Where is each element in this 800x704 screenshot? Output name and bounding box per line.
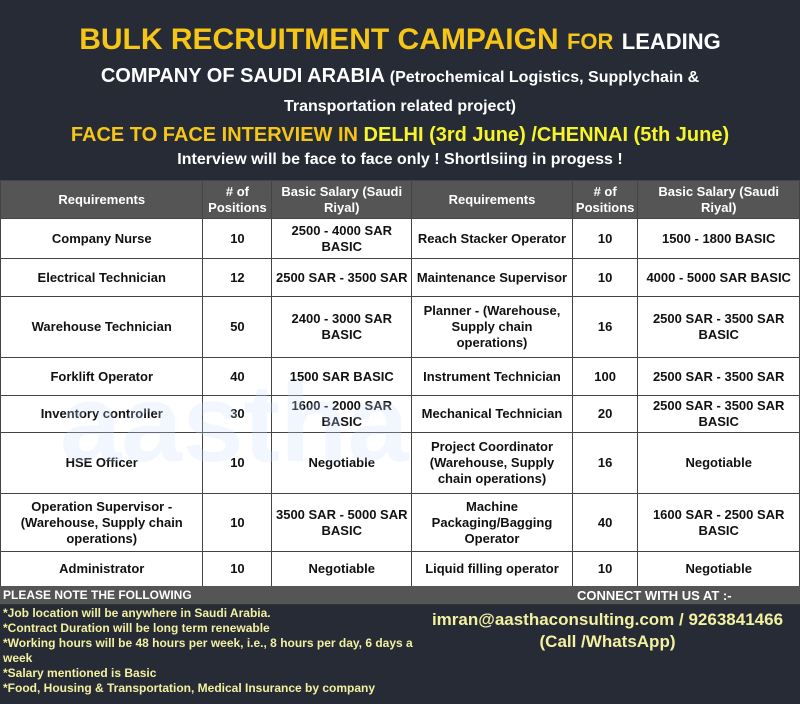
table-cell: 12 <box>202 258 273 297</box>
column-header: Basic Salary (Saudi Riyal) <box>637 180 800 219</box>
table-cell: 1500 SAR BASIC <box>271 357 413 396</box>
table-cell: 1600 SAR - 2500 SAR BASIC <box>637 493 800 552</box>
table-cell: 2500 SAR - 3500 SAR BASIC <box>637 395 800 433</box>
note-item: *Working hours will be 48 hours per week… <box>3 636 413 665</box>
table-cell: Negotiable <box>637 432 800 494</box>
table-row: HSE Officer 10 Negotiable Project Coordinat… <box>0 432 800 494</box>
title-main: BULK RECRUITMENT CAMPAIGN <box>79 23 559 56</box>
table-cell: Negotiable <box>271 551 413 587</box>
table-cell: 4000 - 5000 SAR BASIC <box>637 258 800 297</box>
table-row: Forklift Operator 40 1500 SAR BASIC Instrum… <box>0 357 800 396</box>
table-cell: Warehouse Technician <box>0 296 204 358</box>
table-cell: Instrument Technician <box>411 357 573 396</box>
table-cell: 40 <box>202 357 273 396</box>
table-cell: Electrical Technician <box>0 258 204 297</box>
table-cell: 50 <box>202 296 273 358</box>
note-item: *Job location will be anywhere in Saudi … <box>3 606 271 620</box>
column-header: Requirements <box>0 180 204 219</box>
column-header: # of Positions <box>202 180 273 219</box>
table-cell: Negotiable <box>637 551 800 587</box>
table-row: Company Nurse 10 2500 - 4000 SAR BASIC Reac… <box>0 218 800 259</box>
table-cell: 2400 - 3000 SAR BASIC <box>271 296 413 358</box>
column-header: Basic Salary (Saudi Riyal) <box>271 180 413 219</box>
table-cell: Operation Supervisor - (Warehouse, Suppl… <box>0 493 204 552</box>
title: BULK RECRUITMENT CAMPAIGN FOR LEADING <box>0 22 800 60</box>
table-cell: Forklift Operator <box>0 357 204 396</box>
table-cell: 10 <box>571 551 639 587</box>
table-cell: Inventory controller <box>0 395 204 433</box>
table-cell: Maintenance Supervisor <box>411 258 573 297</box>
contact-email-phone: imran@aasthaconsulting.com / 9263841466 <box>431 610 784 629</box>
contact-note: (Call /WhatsApp) <box>539 632 676 651</box>
note-item: *Food, Housing & Transportation, Medical… <box>3 681 376 695</box>
footer-header: PLEASE NOTE THE FOLLOWING CONNECT WITH U… <box>0 586 800 605</box>
table-cell: Liquid filling operator <box>411 551 573 587</box>
subtitle-main: COMPANY OF SAUDI ARABIA <box>100 65 385 87</box>
table-cell: 1600 - 2000 SAR BASIC <box>271 395 413 433</box>
table-cell: 10 <box>571 218 639 259</box>
table-cell: 10 <box>202 551 273 587</box>
column-header: Requirements <box>411 180 573 219</box>
table-cell: 2500 SAR - 3500 SAR <box>637 357 800 396</box>
table-cell: Negotiable <box>271 432 413 494</box>
positions-table: Requirements # of Positions Basic Salary (… <box>0 180 800 587</box>
table-cell: 1500 - 1800 BASIC <box>637 218 800 259</box>
table-cell: 10 <box>571 258 639 297</box>
title-for: FOR <box>566 29 614 54</box>
interview-note: Interview will be face to face only ! Sh… <box>177 151 623 168</box>
interview-text: FACE TO FACE INTERVIEW IN <box>70 124 358 146</box>
table-cell: Company Nurse <box>0 218 204 259</box>
column-header: # of Positions <box>571 180 639 219</box>
table-row: Administrator 10 Negotiable Liquid filling … <box>0 551 800 587</box>
table-cell: 10 <box>202 432 273 494</box>
table-cell: 100 <box>571 357 639 396</box>
notes-title: PLEASE NOTE THE FOLLOWING <box>3 588 192 602</box>
interview-locations: DELHI (3rd June) /CHENNAI (5th June) <box>363 124 730 146</box>
table-cell: 20 <box>571 395 639 433</box>
table-cell: Project Coordinator (Warehouse, Supply c… <box>411 432 573 494</box>
table-row: Electrical Technician 12 2500 SAR - 3500 S… <box>0 258 800 297</box>
contact: imran@aasthaconsulting.com / 9263841466 … <box>415 609 800 653</box>
table-cell: Planner - (Warehouse, Supply chain opera… <box>411 296 573 358</box>
table-cell: 2500 SAR - 3500 SAR <box>271 258 413 297</box>
table-cell: HSE Officer <box>0 432 204 494</box>
subtitle: COMPANY OF SAUDI ARABIA (Petrochemical L… <box>0 62 800 92</box>
subtitle-line3: Transportation related project) <box>283 98 517 115</box>
note-item: *Contract Duration will be long term ren… <box>3 621 270 635</box>
table-cell: 16 <box>571 432 639 494</box>
table-cell: 10 <box>202 493 273 552</box>
table-cell: 3500 SAR - 5000 SAR BASIC <box>271 493 413 552</box>
note-item: *Salary mentioned is Basic <box>3 666 157 680</box>
table-cell: Administrator <box>0 551 204 587</box>
connect-title: CONNECT WITH US AT :- <box>577 588 732 603</box>
table-cell: 40 <box>571 493 639 552</box>
header: BULK RECRUITMENT CAMPAIGN FOR LEADING CO… <box>0 0 800 180</box>
table-cell: 2500 SAR - 3500 SAR BASIC <box>637 296 800 358</box>
table-row: Warehouse Technician 50 2400 - 3000 SAR BA… <box>0 296 800 358</box>
table-cell: 10 <box>202 218 273 259</box>
title-leading: LEADING <box>621 29 721 54</box>
table-cell: Machine Packaging/Bagging Operator <box>411 493 573 552</box>
table-cell: 30 <box>202 395 273 433</box>
table-cell: Reach Stacker Operator <box>411 218 573 259</box>
table-cell: Mechanical Technician <box>411 395 573 433</box>
table-row: Inventory controller 30 1600 - 2000 SAR BA… <box>0 395 800 433</box>
interview-line: FACE TO FACE INTERVIEW IN DELHI (3rd Jun… <box>0 122 800 148</box>
table-cell: 16 <box>571 296 639 358</box>
notes-list: *Job location will be anywhere in Saudi … <box>3 606 413 696</box>
subtitle-note: (Petrochemical Logistics, Supplychain & <box>389 69 700 86</box>
table-cell: 2500 - 4000 SAR BASIC <box>271 218 413 259</box>
table-row: Operation Supervisor - (Warehouse, Suppl… <box>0 493 800 552</box>
